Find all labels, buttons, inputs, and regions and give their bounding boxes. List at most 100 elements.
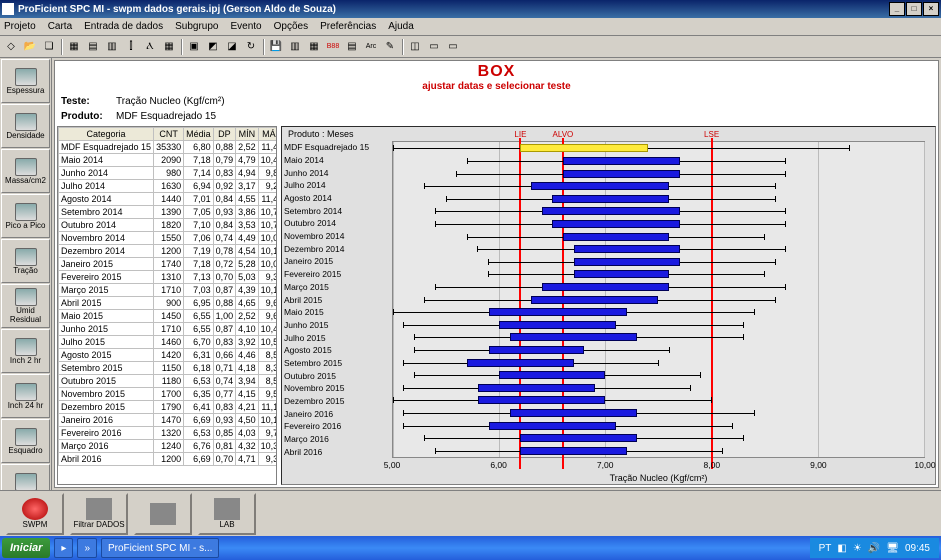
tb-print-icon[interactable]: ▥ [286,38,304,56]
box-bar[interactable] [520,144,647,152]
sidebar-densidade[interactable]: Densidade [1,104,50,148]
table-row[interactable]: Dezembro 201517906,410,834,2111,18 [59,401,278,414]
bottom-btn-swpm[interactable]: SWPM [6,493,64,535]
box-bar[interactable] [531,296,658,304]
table-row[interactable]: Agosto 201414407,010,844,5511,45 [59,193,278,206]
tb-edit1-icon[interactable]: ▣ [185,38,203,56]
tb-open-icon[interactable]: 📂 [21,38,39,56]
menu-ajuda[interactable]: Ajuda [388,21,414,32]
box-bar[interactable] [542,207,680,215]
tb-layout1-icon[interactable]: ◫ [406,38,424,56]
table-row[interactable]: Setembro 201511506,180,714,188,32 [59,362,278,375]
box-bar[interactable] [574,245,680,253]
table-row[interactable]: Fevereiro 201513107,130,705,039,32 [59,271,278,284]
box-bar[interactable] [467,359,573,367]
col-header[interactable]: Categoria [59,128,154,141]
close-button[interactable]: × [923,2,939,16]
table-row[interactable]: Setembro 201413907,050,933,8610,73 [59,206,278,219]
menu-entrada de dados[interactable]: Entrada de dados [84,21,163,32]
box-bar[interactable] [552,220,679,228]
box-bar[interactable] [520,434,637,442]
menu-carta[interactable]: Carta [48,21,72,32]
col-header[interactable]: CNT [154,128,184,141]
tb-disk-icon[interactable]: 💾 [267,38,285,56]
tb-grid2-icon[interactable]: ▤ [84,38,102,56]
tb-save-icon[interactable]: ❏ [40,38,58,56]
tray-icon-2[interactable]: ☀ [853,543,862,554]
box-bar[interactable] [499,371,605,379]
box-bar[interactable] [563,233,669,241]
sidebar-esquadro[interactable]: Esquadro [1,419,50,463]
menu-preferências[interactable]: Preferências [320,21,376,32]
table-row[interactable]: Novembro 201517006,350,774,159,57 [59,388,278,401]
box-bar[interactable] [542,283,669,291]
table-row[interactable]: Janeiro 201517407,180,725,2810,02 [59,258,278,271]
table-row[interactable]: Julho 201514606,700,833,9210,55 [59,336,278,349]
box-bar[interactable] [510,409,637,417]
table-row[interactable]: Maio 201420907,180,794,7910,47 [59,154,278,167]
tb-chart-icon[interactable]: ⫿ [122,38,140,56]
table-row[interactable]: Maio 201514506,551,002,529,61 [59,310,278,323]
tb-layout2-icon[interactable]: ▭ [425,38,443,56]
minimize-button[interactable]: _ [889,2,905,16]
system-tray[interactable]: PT ◧ ☀ 🔊 🖥 09:45 [810,538,939,558]
tb-grid3-icon[interactable]: ▥ [103,38,121,56]
table-row[interactable]: Agosto 201514206,310,664,468,50 [59,349,278,362]
table-row[interactable]: Abril 201612006,690,704,719,39 [59,453,278,466]
box-bar[interactable] [552,195,669,203]
tb-edit2-icon[interactable]: ◩ [204,38,222,56]
sidebar-tra-o[interactable]: Tração [1,239,50,283]
tb-new-icon[interactable]: ◇ [2,38,20,56]
menu-subgrupo[interactable]: Subgrupo [175,21,218,32]
maximize-button[interactable]: □ [906,2,922,16]
box-bar[interactable] [478,384,595,392]
menu-opções[interactable]: Opções [274,21,308,32]
box-bar[interactable] [489,308,627,316]
data-table[interactable]: CategoriaCNTMédiaDPMÍNMÁXMDF Esquadrejad… [57,126,277,485]
box-bar[interactable] [499,321,616,329]
table-row[interactable]: Janeiro 201614706,690,934,5010,19 [59,414,278,427]
col-header[interactable]: MÁX [258,128,277,141]
box-bar[interactable] [563,170,680,178]
sidebar-pico-a-pico[interactable]: Pico a Pico [1,194,50,238]
box-bar[interactable] [574,258,680,266]
table-row[interactable]: Março 201612406,760,814,3210,30 [59,440,278,453]
box-bar[interactable] [563,157,680,165]
bottom-btn-lab[interactable]: LAB [198,493,256,535]
bottom-btn-unnamed[interactable] [134,493,192,535]
table-row[interactable]: Fevereiro 201613206,530,854,039,78 [59,427,278,440]
table-row[interactable]: Dezembro 201412007,190,784,5410,16 [59,245,278,258]
table-row[interactable]: MDF Esquadrejado 15353306,800,882,5211,4… [59,141,278,154]
table-row[interactable]: Março 201517107,030,874,3910,14 [59,284,278,297]
table-row[interactable]: Outubro 201418207,100,843,5310,79 [59,219,278,232]
box-bar[interactable] [478,396,605,404]
table-row[interactable]: Abril 20159006,950,884,659,61 [59,297,278,310]
tray-icon-3[interactable]: 🔊 [868,543,880,554]
tb-arc-icon[interactable]: Arc [362,38,380,56]
table-row[interactable]: Julho 201416306,940,923,179,27 [59,180,278,193]
tb-export-icon[interactable]: ▦ [305,38,323,56]
table-row[interactable]: Outubro 201511806,530,743,948,50 [59,375,278,388]
sidebar-inch-24-hr[interactable]: Inch 24 hr [1,374,50,418]
col-header[interactable]: DP [213,128,236,141]
sidebar-espessura[interactable]: Espessura [1,59,50,103]
col-header[interactable]: MÍN [236,128,259,141]
menu-projeto[interactable]: Projeto [4,21,36,32]
tb-layout3-icon[interactable]: ▭ [444,38,462,56]
tb-table-icon[interactable]: ▦ [160,38,178,56]
start-button[interactable]: Iniciar [2,538,50,558]
tb-refresh-icon[interactable]: ↻ [242,38,260,56]
tb-adv-icon[interactable]: ▤ [343,38,361,56]
table-row[interactable]: Junho 201517106,550,874,1010,48 [59,323,278,336]
tb-edit3-icon[interactable]: ◪ [223,38,241,56]
quick-launch-1[interactable]: ▸ [54,538,73,558]
sidebar-empenamento[interactable]: Empenamento [1,464,50,490]
quick-launch-2[interactable]: » [77,538,97,558]
box-bar[interactable] [510,333,637,341]
bottom-btn-filtrar-dados[interactable]: Filtrar DADOS [70,493,128,535]
box-bar[interactable] [520,447,626,455]
box-bar[interactable] [531,182,669,190]
box-chart[interactable]: Produto : Meses MDF Esquadrejado 15Maio … [281,126,936,485]
tb-b88-icon[interactable]: B88 [324,38,342,56]
box-bar[interactable] [489,422,616,430]
